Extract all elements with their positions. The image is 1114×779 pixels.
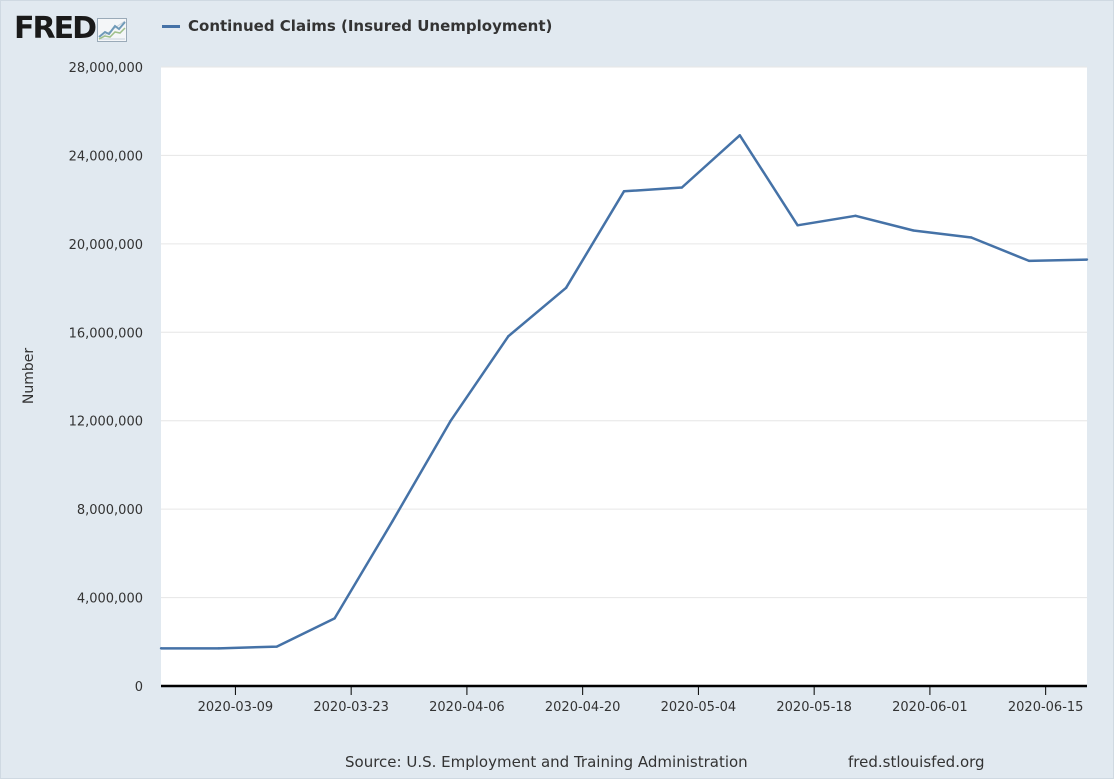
data-point (970, 236, 973, 239)
data-point (449, 420, 452, 423)
series-layer (159, 134, 1089, 650)
x-tick-label: 2020-03-09 (198, 700, 274, 715)
chart-legend: Continued Claims (Insured Unemployment) (162, 17, 552, 35)
fred-header: FRED (14, 12, 127, 46)
fred-logo[interactable]: FRED (14, 11, 97, 46)
x-tick-label: 2020-06-01 (892, 700, 968, 715)
x-tick-label: 2020-03-23 (313, 700, 389, 715)
y-tick-label: 8,000,000 (77, 503, 143, 518)
y-tick-label: 28,000,000 (69, 61, 143, 76)
data-point (1085, 258, 1089, 261)
data-point (912, 229, 915, 232)
y-tick-label: 16,000,000 (69, 326, 143, 341)
x-tick-label: 2020-06-15 (1008, 700, 1084, 715)
y-axis-ticks: 0 4,000,000 8,000,000 12,000,000 16,000,000 2… (69, 61, 143, 695)
data-point (622, 190, 626, 193)
legend-swatch (162, 24, 180, 28)
y-tick-label: 0 (135, 680, 143, 695)
source-note: Source: U.S. Employment and Training Adm… (345, 753, 748, 771)
data-point (275, 645, 278, 648)
x-tick-label: 2020-05-18 (776, 700, 852, 715)
data-point (333, 617, 336, 620)
x-tick-label: 2020-05-04 (661, 700, 737, 715)
y-tick-label: 20,000,000 (69, 238, 143, 253)
data-point (159, 647, 163, 650)
x-tick-label: 2020-04-20 (545, 700, 621, 715)
data-point (1027, 259, 1031, 263)
y-tick-label: 4,000,000 (77, 592, 143, 607)
data-point (217, 647, 221, 650)
x-axis-ticks: 2020-03-09 2020-03-23 2020-04-06 2020-04-20… (198, 686, 1084, 715)
y-tick-label: 24,000,000 (69, 149, 143, 164)
y-tick-label: 12,000,000 (69, 415, 143, 430)
data-point (680, 186, 684, 189)
x-tick-label: 2020-04-06 (429, 700, 505, 715)
legend-label: Continued Claims (Insured Unemployment) (188, 17, 553, 35)
chart-line-icon (97, 18, 127, 42)
plot-area (161, 67, 1087, 686)
data-point (564, 286, 568, 290)
data-point (391, 519, 394, 523)
data-point (854, 214, 857, 218)
source-url[interactable]: fred.stlouisfed.org (848, 753, 985, 771)
data-point (738, 134, 741, 137)
data-point (796, 224, 799, 227)
data-point (507, 335, 510, 338)
grid-lines (161, 66, 1087, 599)
